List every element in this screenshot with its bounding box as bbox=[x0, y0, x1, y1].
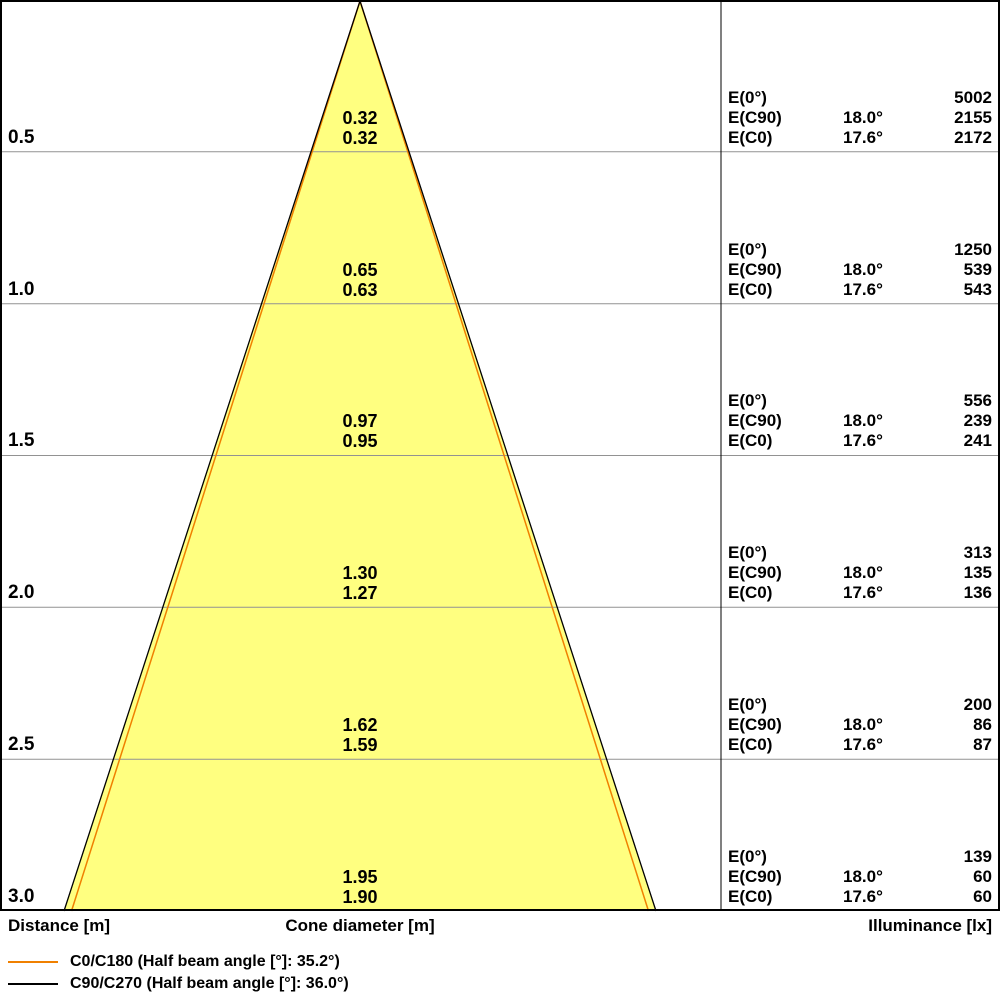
cone-diameter-c90-value: 0.97 bbox=[342, 411, 378, 431]
cone-diameter-1.5: 0.97 0.95 bbox=[280, 411, 440, 451]
ec0-value: 60 bbox=[973, 887, 992, 906]
legend-item-c0-c180: C0/C180 (Half beam angle [°]: 35.2°) bbox=[0, 952, 600, 972]
ec90-value: 60 bbox=[973, 867, 992, 886]
ec90-angle: 18.0° bbox=[843, 411, 883, 430]
distance-axis-label: Distance [m] bbox=[8, 916, 111, 935]
e0-value: 139 bbox=[963, 847, 992, 866]
e0-value: 1250 bbox=[954, 240, 992, 259]
cone-diameter-c90-value: 1.95 bbox=[342, 867, 378, 887]
ec90-angle: 18.0° bbox=[843, 715, 883, 734]
ec90-label: E(C90) bbox=[728, 411, 782, 430]
e0-label: E(0°) bbox=[728, 695, 767, 714]
cone-diameter-c90-value: 1.62 bbox=[342, 715, 378, 735]
e0-label: E(0°) bbox=[728, 543, 767, 562]
ec0-value: 241 bbox=[963, 431, 992, 450]
distance-tick-1.5: 1.5 bbox=[8, 430, 35, 451]
cone-diameter-0.5: 0.32 0.32 bbox=[280, 108, 440, 148]
c90-c270-line-swatch bbox=[8, 983, 58, 985]
c0-c180-line-swatch bbox=[8, 961, 58, 963]
illuminance-table-3.0: E(0°) 139 E(C90) 18.0° 60 E(C0) 17.6° 60 bbox=[728, 847, 992, 907]
ec90-angle: 18.0° bbox=[843, 563, 883, 582]
ec90-value: 539 bbox=[963, 260, 992, 279]
distance-tick-0.5: 0.5 bbox=[8, 127, 35, 148]
ec90-label: E(C90) bbox=[728, 563, 782, 582]
cone-diameter-c0-value: 0.95 bbox=[342, 431, 378, 451]
ec90-angle: 18.0° bbox=[843, 260, 883, 279]
distance-tick-3.0: 3.0 bbox=[8, 886, 35, 907]
illuminance-table-0.5: E(0°) 5002 E(C90) 18.0° 2155 E(C0) 17.6° 2172 bbox=[728, 88, 992, 148]
cone-diameter-2.5: 1.62 1.59 bbox=[280, 715, 440, 755]
distance-tick-2.5: 2.5 bbox=[8, 734, 35, 755]
ec0-angle: 17.6° bbox=[843, 431, 883, 450]
cone-diameter-c90-value: 0.32 bbox=[342, 108, 378, 128]
ec90-value: 239 bbox=[963, 411, 992, 430]
ec0-angle: 17.6° bbox=[843, 280, 883, 299]
e0-value: 313 bbox=[963, 543, 992, 562]
illuminance-axis-label: Illuminance [lx] bbox=[868, 916, 992, 935]
illuminance-table-2.0: E(0°) 313 E(C90) 18.0° 135 E(C0) 17.6° 136 bbox=[728, 543, 992, 603]
legend-label-c90-c270: C90/C270 (Half beam angle [°]: 36.0°) bbox=[70, 975, 349, 992]
distance-tick-1.0: 1.0 bbox=[8, 279, 35, 300]
ec90-label: E(C90) bbox=[728, 260, 782, 279]
ec90-value: 2155 bbox=[954, 108, 992, 127]
legend-item-c90-c270: C90/C270 (Half beam angle [°]: 36.0°) bbox=[0, 974, 600, 994]
cone-diameter-c0-value: 0.32 bbox=[342, 128, 378, 148]
cone-diameter-c90-value: 0.65 bbox=[342, 260, 378, 280]
cone-diameter-c0-value: 1.27 bbox=[342, 583, 378, 603]
cone-diameter-axis-label: Cone diameter [m] bbox=[285, 916, 435, 935]
illuminance-table-2.5: E(0°) 200 E(C90) 18.0° 86 E(C0) 17.6° 87 bbox=[728, 695, 992, 755]
ec0-label: E(C0) bbox=[728, 128, 773, 147]
legend-label-c0-c180: C0/C180 (Half beam angle [°]: 35.2°) bbox=[70, 953, 340, 970]
e0-label: E(0°) bbox=[728, 88, 767, 107]
e0-label: E(0°) bbox=[728, 240, 767, 259]
ec0-angle: 17.6° bbox=[843, 583, 883, 602]
e0-value: 200 bbox=[963, 695, 992, 714]
ec0-angle: 17.6° bbox=[843, 128, 883, 147]
cone-chart-canvas bbox=[0, 0, 1000, 912]
ec0-label: E(C0) bbox=[728, 887, 773, 906]
ec0-value: 543 bbox=[963, 280, 992, 299]
ec90-value: 86 bbox=[973, 715, 992, 734]
ec0-label: E(C0) bbox=[728, 735, 773, 754]
e0-value: 556 bbox=[963, 391, 992, 410]
ec0-label: E(C0) bbox=[728, 583, 773, 602]
illuminance-table-1.5: E(0°) 556 E(C90) 18.0° 239 E(C0) 17.6° 241 bbox=[728, 391, 992, 451]
ec0-value: 87 bbox=[973, 735, 992, 754]
e0-value: 5002 bbox=[954, 88, 992, 107]
ec90-label: E(C90) bbox=[728, 715, 782, 734]
illuminance-table-1.0: E(0°) 1250 E(C90) 18.0° 539 E(C0) 17.6° 543 bbox=[728, 240, 992, 300]
ec0-label: E(C0) bbox=[728, 431, 773, 450]
ec90-angle: 18.0° bbox=[843, 867, 883, 886]
ec0-value: 2172 bbox=[954, 128, 992, 147]
cone-diameter-2.0: 1.30 1.27 bbox=[280, 563, 440, 603]
e0-label: E(0°) bbox=[728, 391, 767, 410]
e0-label: E(0°) bbox=[728, 847, 767, 866]
distance-tick-2.0: 2.0 bbox=[8, 582, 35, 603]
cone-diameter-c0-value: 1.59 bbox=[342, 735, 378, 755]
cone-diameter-3.0: 1.95 1.90 bbox=[280, 867, 440, 907]
ec90-label: E(C90) bbox=[728, 867, 782, 886]
ec90-label: E(C90) bbox=[728, 108, 782, 127]
ec0-label: E(C0) bbox=[728, 280, 773, 299]
chart-border bbox=[0, 0, 1000, 911]
ec0-angle: 17.6° bbox=[843, 735, 883, 754]
ec0-angle: 17.6° bbox=[843, 887, 883, 906]
cone-diameter-c0-value: 0.63 bbox=[342, 280, 378, 300]
ec90-value: 135 bbox=[963, 563, 992, 582]
cone-diameter-c90-value: 1.30 bbox=[342, 563, 378, 583]
cone-diameter-c0-value: 1.90 bbox=[342, 887, 378, 907]
ec0-value: 136 bbox=[963, 583, 992, 602]
ec90-angle: 18.0° bbox=[843, 108, 883, 127]
cone-diameter-1.0: 0.65 0.63 bbox=[280, 260, 440, 300]
